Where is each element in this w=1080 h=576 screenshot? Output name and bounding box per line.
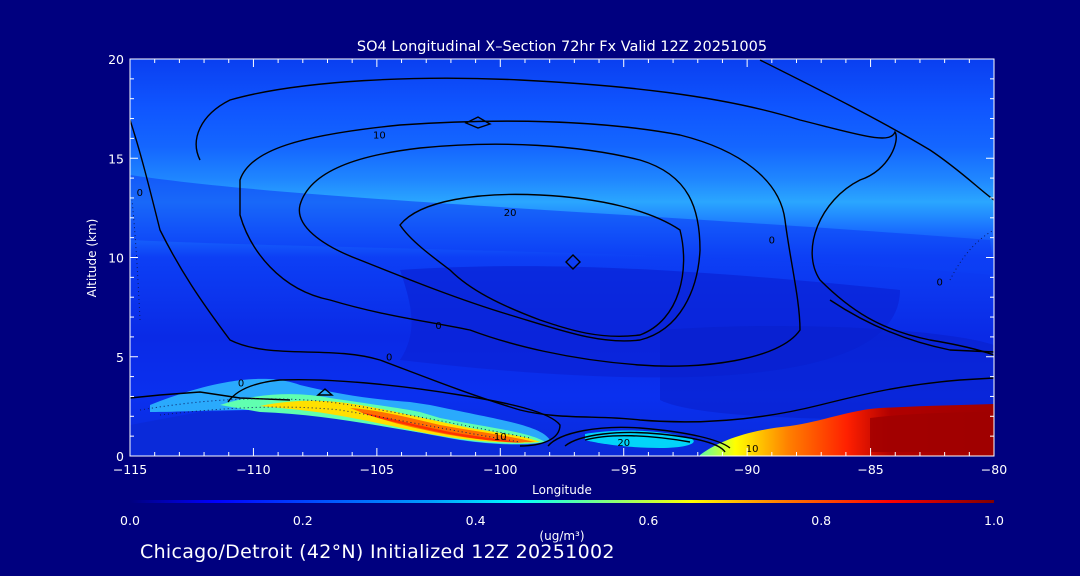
contour-label: 20 [504,208,517,219]
x-tick-label: −80 [981,462,1007,477]
colorbar-tick-label: 0.8 [811,513,831,528]
contour-label: 10 [746,444,759,455]
contour-label: 0 [238,379,244,390]
y-tick-label: 20 [108,52,124,67]
contour-lines [130,59,994,453]
colorbar-ticks: 0.0 0.2 0.4 0.6 0.8 1.0 [120,513,1004,528]
chart-title: SO4 Longitudinal X–Section 72hr Fx Valid… [357,39,767,55]
y-axis-label: Altitude (km) [85,219,99,298]
contour-label: 0 [937,277,943,288]
x-tick-label: −115 [113,462,147,477]
y-tick-label: 15 [108,151,124,166]
x-tick-label: −90 [734,462,760,477]
colorbar-tick-label: 1.0 [984,513,1004,528]
colorbar [130,500,994,503]
x-axis: −115 −110 −105 −100 −95 −90 −85 −80 [113,59,1007,477]
y-tick-label: 5 [116,350,124,365]
y-tick-label: 10 [108,251,124,266]
colorbar-tick-label: 0.0 [120,513,140,528]
contour-label: 10 [373,130,386,141]
contour-label: 20 [617,438,630,449]
contour-label: 10 [494,432,507,443]
x-tick-label: −110 [236,462,270,477]
footer-caption: Chicago/Detroit (42°N) Initialized 12Z 2… [140,541,615,563]
y-axis: 0 5 10 15 20 [108,52,994,464]
contour-label-group: 10 20 0 0 0 0 0 0 10 20 10 [137,130,943,455]
contour-label: 0 [435,321,441,332]
y-tick-label: 0 [116,449,124,464]
x-tick-label: −100 [483,462,517,477]
contour-label: 0 [769,236,775,247]
dotted-contours [131,199,994,443]
x-tick-label: −85 [857,462,883,477]
shaded-concentration-field [130,59,994,456]
contour-label: 0 [137,188,143,199]
x-tick-label: −95 [611,462,637,477]
colorbar-tick-label: 0.6 [638,513,658,528]
contour-label: 0 [386,353,392,364]
x-tick-label: −105 [360,462,394,477]
colorbar-tick-label: 0.2 [293,513,313,528]
colorbar-tick-label: 0.4 [466,513,486,528]
x-axis-label: Longitude [532,483,592,497]
colorbar-unit-label: (ug/m³) [539,529,584,543]
